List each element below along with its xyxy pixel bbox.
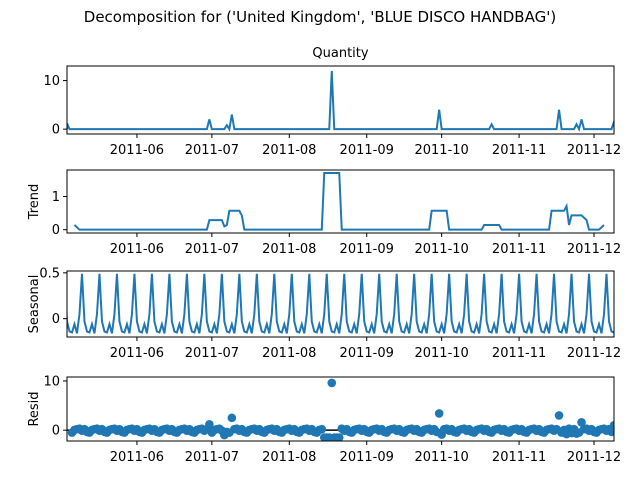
panel-title: Quantity: [312, 46, 368, 61]
x-tick-label: 2011-09: [340, 242, 394, 257]
resid-point: [434, 409, 444, 418]
x-tick-label: 2011-07: [185, 450, 239, 465]
x-tick-label: 2011-11: [492, 242, 546, 257]
x-tick-label: 2011-09: [340, 450, 394, 465]
panel-3: 0 0.5 2011-06 2011-07 2011-08 2011-09 2011-10 2…: [27, 266, 621, 361]
resid-point: [334, 433, 344, 441]
resid-point: [227, 413, 237, 423]
x-tick-label: 2011-12: [567, 143, 621, 158]
axes-frame: [66, 65, 615, 135]
x-tick-label: 2011-12: [567, 346, 621, 361]
resid-point: [607, 427, 614, 437]
x-tick-label: 2011-08: [262, 346, 316, 361]
x-tick-label: 2011-08: [262, 242, 316, 257]
panel-4: 0 10 2011-06 2011-07 2011-08 2011-09 2011-10 20…: [27, 374, 621, 465]
x-tick-label: 2011-10: [414, 450, 468, 465]
y-tick-label: 0: [52, 223, 60, 238]
x-tick-label: 2011-08: [262, 450, 316, 465]
axes-frame: [66, 270, 615, 338]
y-tick-label: 1: [52, 190, 60, 205]
y-axis-label: Resid: [27, 391, 42, 426]
plot-area: [73, 171, 605, 231]
panel-1: 0 10 2011-06 2011-07 2011-08 2011-09 2011-10 20…: [43, 46, 621, 158]
x-tick-label: 2011-08: [262, 143, 316, 158]
plot-area: [67, 70, 614, 132]
resid-point: [327, 378, 337, 388]
x-tick-label: 2011-06: [110, 242, 164, 257]
y-tick-label: 0: [52, 312, 60, 327]
panel-2: 0 1 2011-06 2011-07 2011-08 2011-09 2011-10 201…: [27, 169, 621, 257]
y-tick-label: 0: [52, 424, 60, 439]
y-tick-label: 0: [52, 123, 60, 138]
x-tick-label: 2011-10: [414, 346, 468, 361]
plot-area: [67, 273, 614, 334]
x-tick-label: 2011-09: [340, 346, 394, 361]
figure-suptitle: Decomposition for ('United Kingdom', 'BL…: [84, 8, 556, 26]
y-tick-label: 10: [43, 74, 60, 89]
x-tick-label: 2011-06: [110, 346, 164, 361]
x-tick-label: 2011-12: [567, 450, 621, 465]
y-axis-label: Trend: [27, 184, 42, 221]
x-tick-label: 2011-06: [110, 143, 164, 158]
x-tick-label: 2011-11: [492, 450, 546, 465]
trend-line: [73, 171, 605, 231]
resid-point: [317, 424, 327, 434]
axes-frame: [66, 169, 615, 234]
x-tick-label: 2011-10: [414, 143, 468, 158]
resid-point: [609, 420, 614, 430]
y-tick-label: 10: [43, 374, 60, 389]
x-tick-label: 2011-07: [185, 143, 239, 158]
plot-area: [67, 378, 614, 441]
x-tick-label: 2011-11: [492, 346, 546, 361]
seasonal-line: [67, 273, 614, 334]
resid-point: [205, 419, 214, 429]
x-tick-label: 2011-07: [185, 346, 239, 361]
x-tick-label: 2011-09: [340, 143, 394, 158]
x-tick-label: 2011-12: [567, 242, 621, 257]
resid-point: [577, 417, 586, 427]
resid-point: [554, 411, 564, 420]
x-tick-label: 2011-11: [492, 143, 546, 158]
quantity-line: [67, 70, 614, 132]
y-tick-label: 0.5: [39, 266, 60, 281]
axes-frame: [66, 376, 615, 442]
x-tick-label: 2011-10: [414, 242, 468, 257]
x-tick-label: 2011-07: [185, 242, 239, 257]
x-tick-label: 2011-06: [110, 450, 164, 465]
y-axis-label: Seasonal: [27, 275, 42, 334]
